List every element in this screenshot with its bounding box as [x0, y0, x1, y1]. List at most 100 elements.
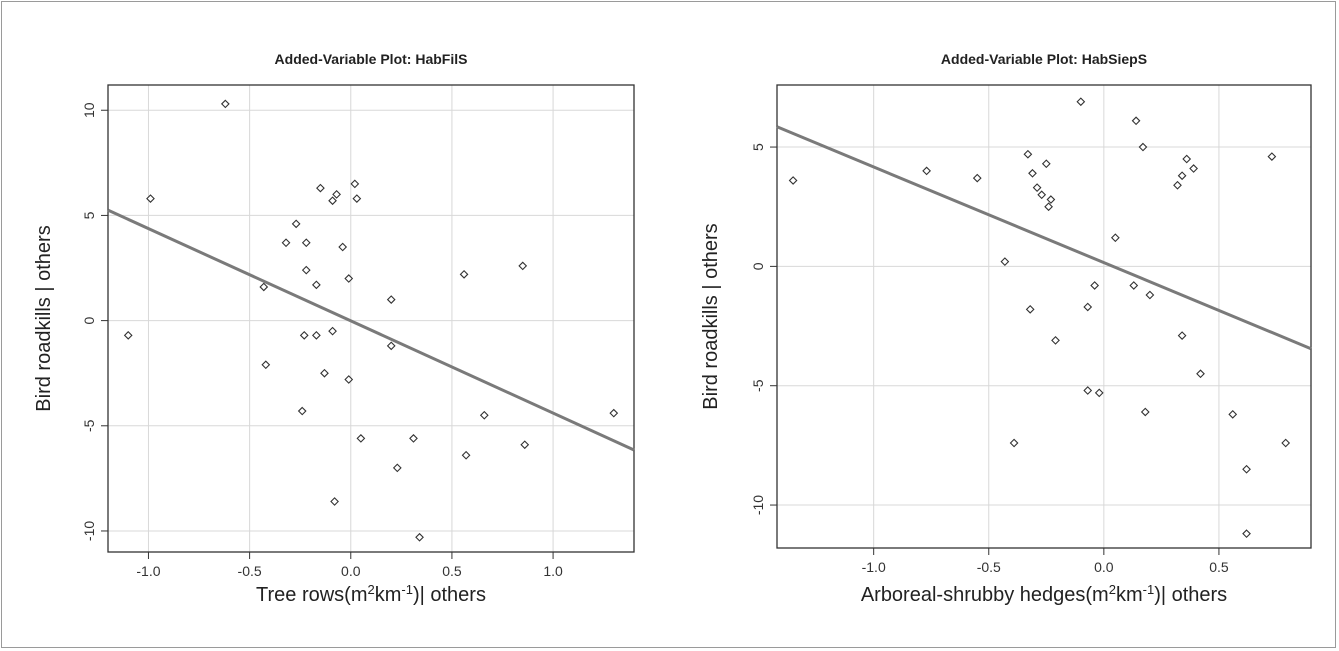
y-tick-label: 10 — [81, 102, 97, 118]
data-point — [261, 360, 271, 370]
data-point — [1177, 331, 1187, 340]
data-point — [1023, 149, 1033, 159]
data-point — [1140, 407, 1150, 417]
data-point — [352, 194, 362, 203]
plot-area — [107, 84, 635, 553]
data-point — [459, 269, 469, 279]
data-point — [1051, 335, 1060, 345]
data-point — [350, 179, 360, 189]
data-point — [1242, 464, 1251, 474]
x-tick-label: 0.0 — [341, 563, 361, 579]
x-tick-label: -0.5 — [977, 559, 1001, 575]
y-tick-label: 0 — [750, 262, 766, 270]
data-point — [1032, 183, 1042, 193]
panel-habsieps: -1.0 -0.5 0.0 0.5 -10 -5 0 5 Added-Variable Plot… — [700, 51, 1312, 607]
y-tick-label: -10 — [81, 521, 97, 541]
data-point — [328, 196, 337, 206]
data-point — [1182, 154, 1192, 164]
data-point — [518, 261, 528, 271]
data-point — [316, 183, 325, 193]
data-point — [320, 368, 329, 378]
data-point — [1083, 386, 1093, 395]
data-point — [356, 434, 366, 443]
data-point — [123, 330, 133, 340]
y-tick-label: 5 — [750, 143, 766, 151]
data-point — [328, 326, 337, 336]
data-point — [291, 219, 301, 229]
data-point — [344, 274, 354, 283]
data-point — [1090, 281, 1100, 290]
y-tick-label: 0 — [81, 317, 97, 325]
x-tick-label: 0.5 — [442, 563, 462, 579]
y-axis-label: Bird roadkills | others — [700, 223, 722, 409]
data-point — [1242, 529, 1251, 539]
data-point — [520, 440, 530, 450]
data-point — [1044, 202, 1053, 212]
y-tick-label: 5 — [81, 211, 97, 219]
data-point — [311, 330, 321, 340]
data-point — [259, 282, 269, 292]
data-point — [301, 238, 311, 248]
x-tick-label: 1.0 — [543, 563, 563, 579]
data-point — [1129, 281, 1139, 290]
data-point — [301, 265, 311, 275]
data-point — [1281, 438, 1291, 448]
x-tick-label: 0.0 — [1094, 559, 1114, 575]
data-point — [788, 176, 798, 185]
data-point — [311, 280, 321, 290]
data-point — [1173, 180, 1182, 190]
data-point — [1025, 304, 1035, 314]
data-point — [146, 194, 155, 203]
x-tick-label: -0.5 — [238, 563, 262, 579]
data-point — [1110, 233, 1120, 243]
y-tick-label: -5 — [750, 379, 766, 392]
data-point — [1046, 195, 1056, 204]
x-axis-label: Arboreal-shrubby hedges(m2km-1)| others — [861, 582, 1227, 607]
data-point — [1228, 409, 1238, 419]
data-point — [1076, 97, 1086, 107]
data-point — [1094, 388, 1104, 398]
data-point — [409, 434, 418, 443]
data-point — [338, 242, 348, 252]
data-point — [1028, 168, 1037, 178]
data-point — [1037, 190, 1047, 200]
y-tick-label: -10 — [750, 495, 766, 515]
data-point — [344, 375, 354, 384]
data-point — [1083, 302, 1093, 312]
data-point — [220, 99, 230, 109]
data-point — [297, 406, 307, 416]
x-tick-label: -1.0 — [136, 563, 160, 579]
data-point — [1267, 152, 1277, 161]
y-tick-label: -5 — [81, 419, 97, 432]
data-point — [479, 410, 489, 420]
x-tick-label: 0.5 — [1209, 559, 1229, 575]
data-point — [922, 166, 931, 176]
data-point — [461, 450, 471, 460]
data-point — [281, 238, 291, 248]
x-tick-label: -1.0 — [862, 559, 886, 575]
data-point — [330, 497, 339, 506]
data-point — [1131, 116, 1141, 126]
data-point — [1041, 159, 1051, 169]
data-point — [1189, 164, 1198, 173]
data-point — [332, 190, 341, 199]
data-point — [1145, 290, 1155, 300]
data-point — [415, 532, 424, 542]
data-point — [1177, 171, 1187, 181]
chart-title: Added-Variable Plot: HabSiepS — [941, 51, 1147, 67]
chart-title: Added-Variable Plot: HabFilS — [275, 51, 468, 67]
data-point — [1000, 257, 1010, 266]
data-point — [972, 173, 982, 183]
regression-line — [776, 125, 1312, 351]
data-point — [386, 341, 396, 351]
data-point — [1009, 438, 1019, 448]
y-axis-label: Bird roadkills | others — [33, 225, 55, 411]
data-point — [392, 463, 402, 473]
regression-line — [107, 208, 635, 452]
panel-habfils: -1.0 -0.5 0.0 0.5 1.0 -10 -5 0 5 10 Added-Variable… — [33, 51, 635, 607]
data-point — [1138, 142, 1148, 152]
x-axis-label: Tree rows(m2km-1)| others — [256, 582, 486, 607]
data-point — [1196, 369, 1205, 379]
